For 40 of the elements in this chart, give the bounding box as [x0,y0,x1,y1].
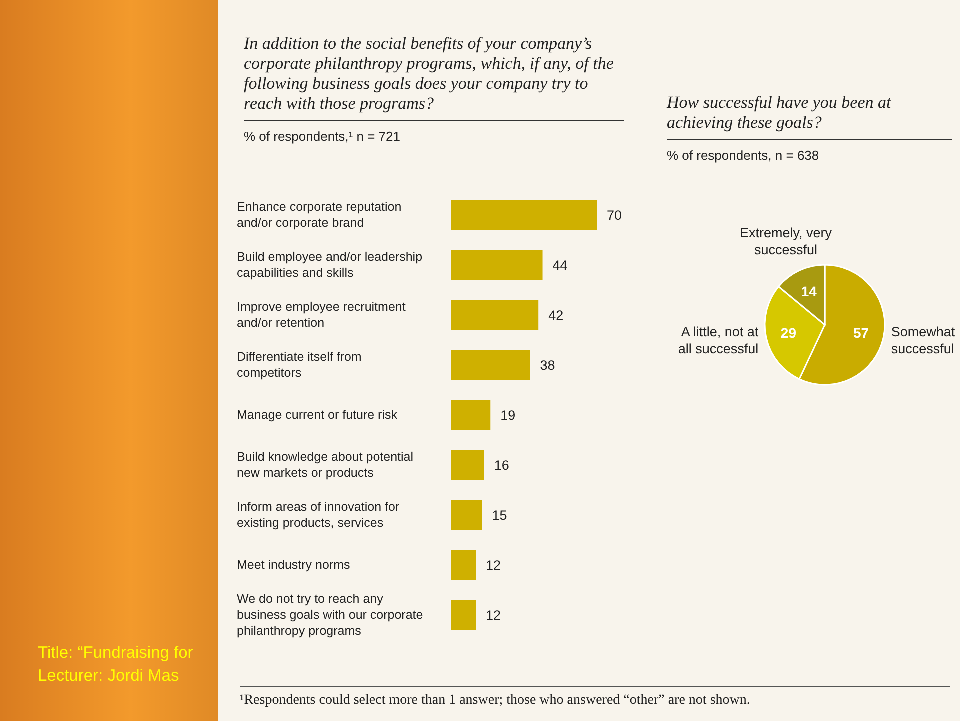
y-tick-label: Meet industry norms [237,558,350,572]
data-label: 14 [801,283,818,300]
bar [451,550,476,580]
text: Lecturer: Jordi Mas [38,666,180,687]
data-label: 57 [854,325,870,342]
y-tick-label: Build employee and/or leadership capabilities and skills [237,250,423,280]
bar [451,300,539,330]
bar [451,250,543,280]
data-label: 19 [500,408,516,423]
bar [451,450,484,480]
data-label: 44 [552,258,568,273]
bar [451,350,530,380]
y-tick-label: Build knowledge about potential new markets or products [237,450,414,480]
chart-title: In addition to the social benefits of your company’s corporate philanthropy programs, which, if any, of the following business goals does your company try to reach with those programs? [244,34,624,121]
bar [451,400,491,430]
data-label: 12 [486,558,502,573]
y-tick-label: Manage current or future risk [237,408,398,422]
bar [451,500,482,530]
data-label: 70 [607,208,622,223]
data-label: 15 [492,508,508,523]
y-tick-label: Inform areas of innovation for existing products, services [237,500,400,530]
y-tick-label: Improve employee recruitment and/or retention [237,300,406,330]
slice-label: Somewhat successful [891,324,956,356]
data-label: 42 [548,308,564,323]
y-tick-label: Differentiate itself from competitors [237,350,362,380]
data-label: 12 [486,608,502,623]
text: % of respondents,¹ n = 721 [244,129,402,144]
bar [451,200,597,230]
y-tick-label: We do not try to reach any business goals with our corporate philanthropy programs [237,592,424,638]
chart-title: How successful have you been at achieving these goals? [667,93,952,140]
y-tick-label: Enhance corporate reputation and/or corporate brand [237,200,402,230]
data-label: 16 [494,458,510,473]
data-label: 38 [540,358,556,373]
text: Title: “Fundraising for [38,643,194,664]
text: ¹Respondents could select more than 1 answer; those who answered “other” are not shown. [240,686,950,709]
chart-subtitle: % of respondents, n = 638 [667,148,820,163]
slice-label: A little, not at all successful [678,324,759,356]
slice-label: Extremely, very successful [740,225,832,258]
data-label: 29 [780,325,797,342]
bar [451,600,476,630]
